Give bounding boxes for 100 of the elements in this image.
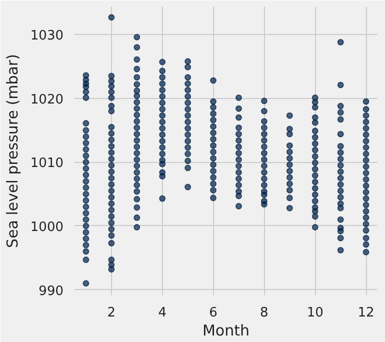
point: [134, 112, 140, 118]
point: [260, 162, 268, 170]
point: [82, 204, 90, 210]
point: [337, 234, 344, 242]
point: [362, 220, 370, 228]
point: [337, 102, 344, 110]
point: [134, 162, 140, 170]
point: [312, 172, 318, 179]
point: [337, 109, 344, 116]
point: [362, 248, 370, 256]
point: [235, 150, 242, 156]
point: [362, 112, 370, 119]
point: [337, 216, 344, 223]
point: [312, 166, 318, 172]
point: [337, 130, 344, 138]
point: [108, 14, 115, 21]
point: [260, 137, 268, 144]
point: [82, 127, 90, 134]
point: [134, 137, 140, 144]
point: [210, 161, 217, 168]
point: [159, 93, 166, 100]
point: [134, 169, 140, 176]
point: [159, 118, 166, 126]
point: [312, 104, 318, 111]
point: [260, 156, 268, 163]
point: [286, 186, 293, 194]
point: [134, 81, 140, 88]
point: [337, 204, 344, 212]
point: [286, 174, 293, 181]
point: [362, 157, 370, 164]
point: [312, 160, 318, 166]
point: [184, 125, 192, 132]
point: [134, 214, 140, 221]
point: [159, 58, 166, 66]
point: [108, 168, 115, 175]
point: [337, 156, 344, 162]
point: [82, 229, 90, 236]
x-tick-label: 4: [158, 306, 166, 320]
point: [82, 140, 90, 146]
point: [362, 118, 370, 126]
point: [362, 170, 370, 176]
point: [184, 158, 192, 164]
point: [82, 172, 90, 178]
point: [210, 77, 217, 84]
point: [286, 194, 293, 202]
x-tick-label: 10: [306, 306, 324, 320]
point: [235, 176, 242, 182]
point: [134, 188, 140, 195]
point: [108, 232, 115, 239]
point: [260, 169, 268, 176]
point: [108, 188, 115, 194]
point: [210, 168, 217, 174]
point: [108, 162, 115, 169]
point: [286, 204, 293, 212]
y-tick-label: 1010: [30, 156, 64, 172]
point: [210, 110, 217, 117]
point: [312, 140, 318, 147]
point: [82, 197, 90, 204]
point: [260, 130, 268, 138]
point: [159, 144, 166, 151]
point: [82, 94, 90, 101]
point: [159, 68, 166, 74]
point: [82, 248, 90, 255]
point: [159, 112, 166, 119]
point: [210, 123, 217, 130]
point: [286, 148, 293, 156]
point: [362, 188, 370, 196]
point: [337, 82, 344, 88]
point: [108, 94, 115, 101]
point: [362, 208, 370, 215]
y-tick-label: 1030: [30, 28, 64, 44]
point: [184, 86, 192, 94]
point: [108, 130, 115, 137]
point: [362, 106, 370, 112]
point: [337, 246, 344, 254]
point: [362, 163, 370, 170]
point: [108, 83, 115, 90]
point: [134, 196, 140, 202]
x-tick-label: 2: [107, 306, 116, 320]
point: [82, 158, 90, 166]
point: [260, 98, 268, 104]
point: [134, 118, 140, 125]
point: [82, 84, 90, 90]
point: [184, 184, 192, 190]
point: [108, 240, 115, 246]
point: [210, 180, 217, 188]
x-tick-label: 6: [209, 306, 218, 320]
point: [108, 206, 115, 214]
point: [362, 214, 370, 221]
x-tick-label: 8: [260, 306, 268, 320]
point: [108, 174, 115, 182]
point: [312, 213, 318, 220]
point: [312, 119, 318, 126]
point: [362, 195, 370, 202]
point: [286, 168, 293, 174]
point: [337, 194, 344, 200]
point: [108, 266, 115, 273]
point: [184, 100, 192, 106]
point: [362, 138, 370, 144]
point: [134, 204, 140, 211]
